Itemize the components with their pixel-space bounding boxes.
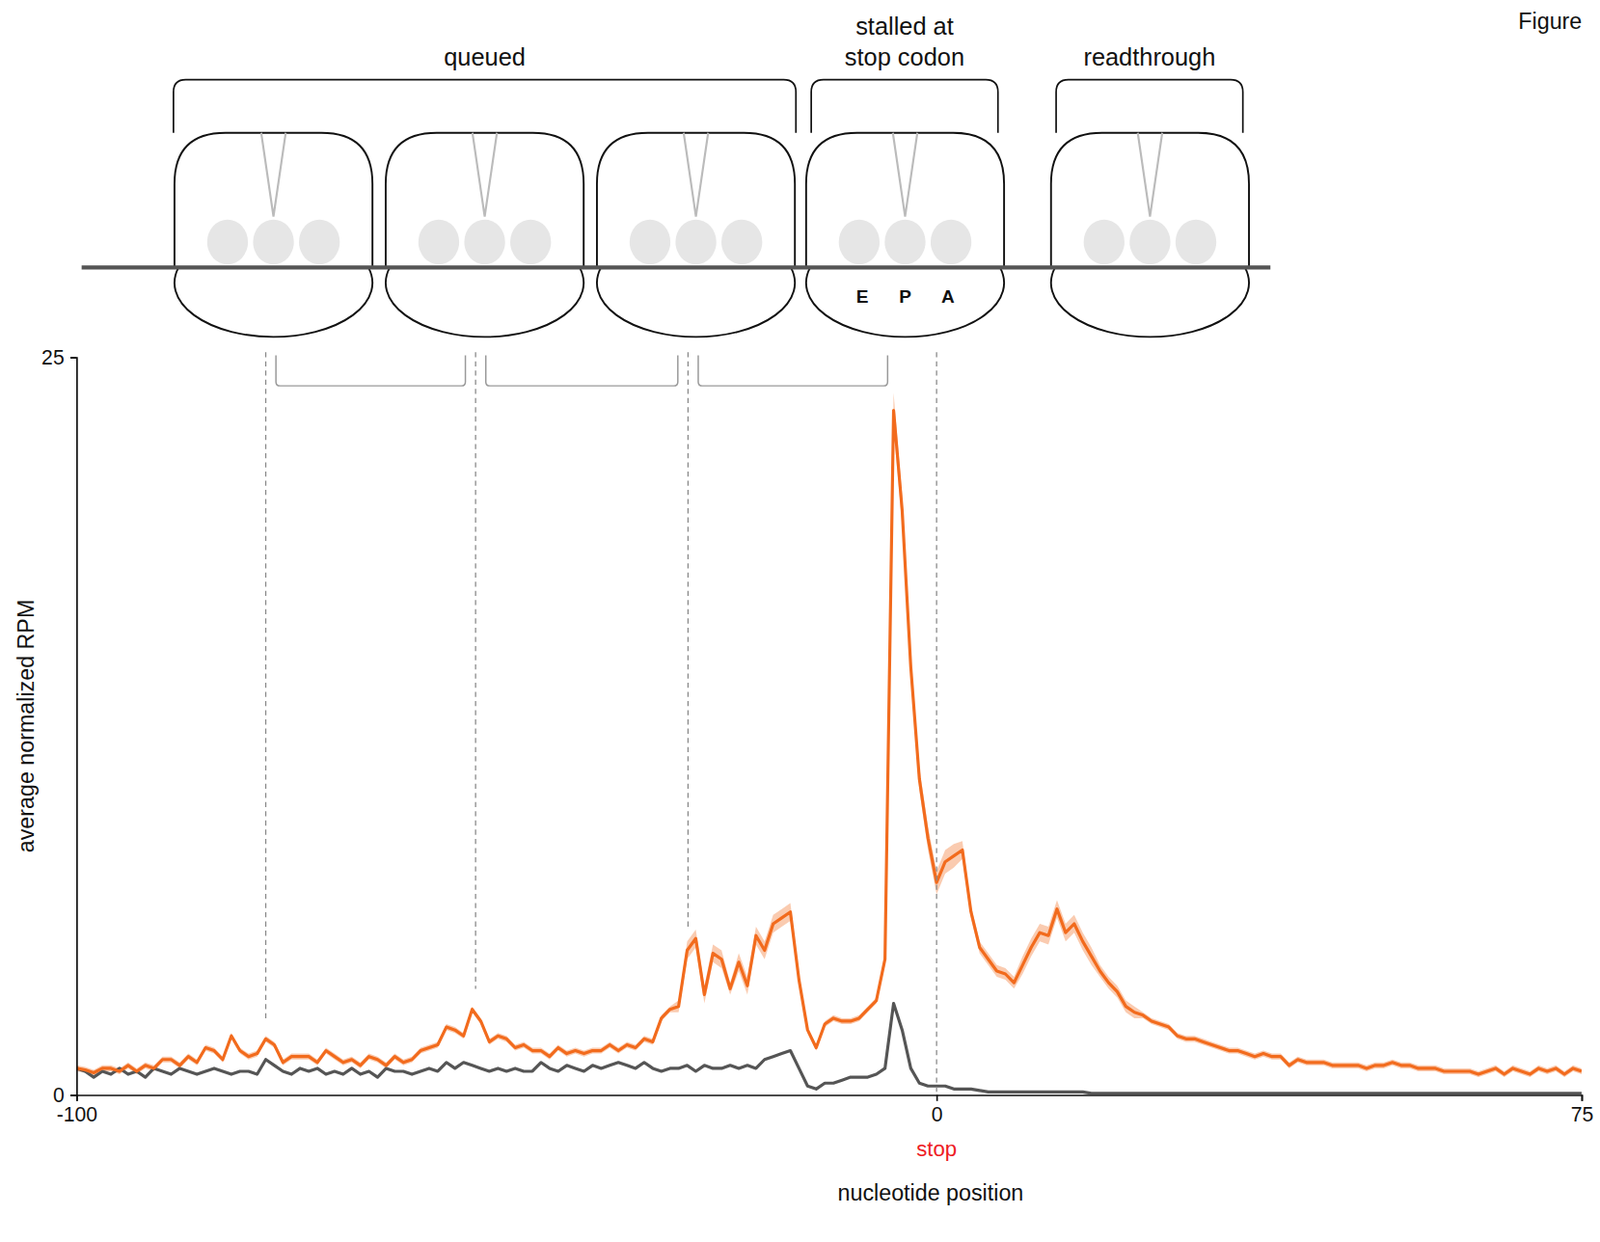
site-label: P	[898, 286, 912, 307]
y-tick-label: 0	[53, 1084, 65, 1107]
x-tick: 0	[931, 1094, 944, 1126]
trna-site	[463, 219, 505, 266]
footprint-bracket	[275, 354, 465, 386]
y-tick-mark	[70, 1094, 77, 1097]
x-axis-line	[77, 1095, 1583, 1102]
exit-tunnel	[472, 133, 497, 217]
ribosome	[385, 133, 584, 338]
trna-site	[1084, 219, 1125, 266]
x-axis-title: nucleotide position	[838, 1180, 1025, 1206]
group-label-line: queued	[443, 43, 526, 71]
footprint-bracket	[486, 354, 678, 386]
group-label-line: stalled at	[855, 12, 954, 40]
group-bracket	[1056, 80, 1244, 134]
trna-site	[629, 219, 671, 266]
group-label: readthrough	[1083, 43, 1216, 71]
x-tick-label: -100	[56, 1103, 98, 1126]
trna-site	[510, 219, 551, 266]
exit-tunnel	[261, 133, 286, 217]
y-axis-line	[70, 357, 78, 1096]
site-label: E	[856, 286, 869, 307]
y-tick: 25	[41, 346, 77, 369]
trna-site	[252, 219, 294, 266]
group-label-line: stop codon	[844, 43, 965, 71]
ribosome	[1051, 133, 1249, 338]
y-tick: 0	[53, 1084, 77, 1107]
mrna	[81, 265, 1272, 270]
x-tick-mark	[936, 1094, 939, 1101]
figure-label: Figure	[1518, 8, 1582, 34]
trna-site	[1175, 219, 1217, 266]
small-subunit	[806, 267, 1004, 337]
ribosome	[596, 133, 795, 338]
group-label: stalled at stop codon	[844, 12, 965, 71]
x-tick-label: 75	[1571, 1103, 1595, 1126]
trna-site	[207, 219, 248, 266]
exit-tunnel	[1138, 133, 1163, 217]
x-axis: -100 0 75	[56, 1094, 1595, 1126]
reference-line	[265, 352, 267, 1019]
annotation: stop	[916, 1137, 957, 1162]
y-axis-title: average normalized RPM	[13, 599, 39, 854]
large-subunit	[806, 133, 1004, 269]
x-tick-mark	[1581, 1094, 1584, 1101]
plot-area	[76, 392, 1582, 1094]
site-label: A	[941, 286, 955, 307]
y-tick-mark	[70, 356, 77, 359]
ribosome	[174, 133, 373, 338]
group-bracket	[811, 80, 999, 134]
trna-site	[298, 219, 340, 266]
trna-site	[930, 219, 972, 266]
trna-site	[1129, 219, 1170, 266]
diagram: E P Aqueued stalled at stop codon readthrough	[81, 12, 1272, 337]
trna-site	[721, 219, 762, 266]
x-tick: 75	[1571, 1094, 1595, 1126]
small-subunit	[174, 267, 373, 337]
series-line	[76, 410, 1582, 1075]
small-subunit	[596, 267, 795, 337]
reference-line	[935, 352, 937, 1095]
ribosome	[806, 133, 1004, 338]
series-line	[76, 1003, 1582, 1094]
large-subunit	[385, 133, 584, 269]
y-tick-label: 25	[41, 346, 65, 369]
trna-site	[839, 219, 880, 266]
large-subunit	[596, 133, 795, 269]
trna-site	[884, 219, 925, 266]
small-subunit	[385, 267, 584, 337]
group-label-line: readthrough	[1083, 43, 1216, 71]
x-tick-label: 0	[931, 1103, 944, 1126]
reference-line	[475, 352, 477, 989]
chart: E P Aqueued stalled at stop codon readthrough…	[0, 0, 1600, 1242]
group-bracket	[173, 80, 796, 134]
trna-site	[675, 219, 716, 266]
large-subunit	[174, 133, 373, 269]
reference-line	[687, 352, 689, 930]
footprint-bracket	[698, 354, 888, 386]
exit-tunnel	[893, 133, 918, 217]
trna-site	[418, 219, 460, 266]
group-label: queued	[443, 43, 526, 71]
error-band	[76, 392, 1582, 1078]
exit-tunnel	[683, 133, 708, 217]
large-subunit	[1051, 133, 1249, 269]
y-axis: 0 25	[41, 346, 78, 1107]
small-subunit	[1051, 267, 1249, 337]
